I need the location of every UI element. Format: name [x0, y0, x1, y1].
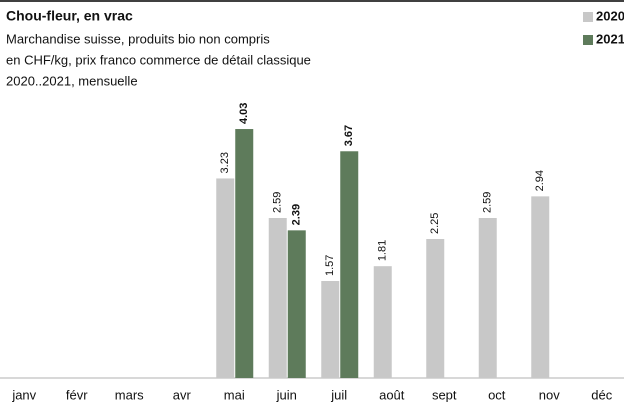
value-label: 2.94 [534, 170, 546, 191]
x-tick-label: févr [66, 387, 88, 402]
value-label: 3.23 [219, 152, 231, 173]
value-label: 2.39 [291, 204, 303, 225]
value-label: 2.59 [272, 192, 284, 213]
subtitle: 2020..2021, mensuelle [6, 73, 138, 88]
value-label: 1.57 [324, 255, 336, 276]
subtitle: en CHF/kg, prix franco commerce de détai… [6, 52, 311, 67]
bar [478, 217, 497, 378]
x-tick-label: mars [115, 387, 144, 402]
x-tick-label: oct [488, 387, 506, 402]
bar [321, 281, 340, 378]
legend-label: 2021 [596, 31, 624, 46]
x-tick-label: mai [224, 387, 245, 402]
value-label: 1.81 [377, 240, 389, 261]
chart-title: Chou-fleur, en vrac [6, 8, 133, 24]
subtitle: Marchandise suisse, produits bio non com… [6, 31, 270, 46]
value-label: 4.03 [238, 103, 250, 124]
x-tick-label: janv [11, 387, 36, 402]
bar [235, 129, 254, 378]
value-label: 2.59 [482, 192, 494, 213]
legend-swatch [583, 12, 593, 22]
x-tick-label: juin [276, 387, 297, 402]
legend-label: 2020 [596, 8, 624, 23]
bar [373, 266, 392, 378]
bar [216, 178, 235, 378]
x-tick-label: déc [591, 387, 612, 402]
x-tick-label: août [379, 387, 405, 402]
legend-swatch [583, 35, 593, 45]
bar [268, 217, 287, 378]
bar [531, 196, 550, 378]
value-label: 2.25 [429, 213, 441, 234]
x-tick-label: avr [173, 387, 192, 402]
bar [340, 151, 359, 378]
bar [426, 239, 445, 378]
x-tick-label: sept [432, 387, 457, 402]
value-label: 3.67 [343, 125, 355, 146]
x-tick-label: nov [539, 387, 560, 402]
bar [287, 230, 306, 378]
x-tick-label: juil [330, 387, 347, 402]
